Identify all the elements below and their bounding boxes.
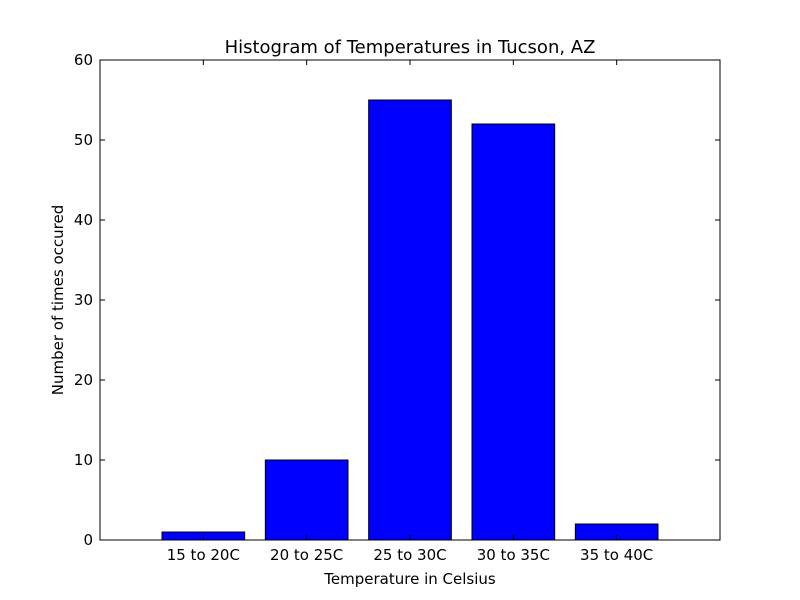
y-tick-label-30: 30	[74, 291, 93, 309]
x-tick-label-1: 15 to 20C	[167, 546, 240, 564]
ticks-group: 15 to 20C 20 to 25C 25 to 30C 30 to 35C 35 t…	[74, 51, 720, 564]
plot-frame	[99, 59, 721, 541]
x-tick-label-4: 30 to 35C	[477, 546, 550, 564]
y-tick-label-50: 50	[74, 131, 93, 149]
y-tick-label-20: 20	[74, 371, 93, 389]
y-tick-label-0: 0	[83, 531, 93, 549]
bar-2	[264, 459, 349, 541]
y-tick-label-60: 60	[74, 51, 93, 69]
bars-group	[161, 99, 659, 541]
bar-3	[368, 99, 452, 541]
y-tick-label-40: 40	[74, 211, 93, 229]
x-tick-label-5: 35 to 40C	[580, 546, 653, 564]
chart-title: Histogram of Temperatures in Tucson, AZ	[225, 37, 596, 58]
y-axis-label: Number of times occured	[49, 205, 67, 396]
x-tick-label-2: 20 to 25C	[270, 546, 343, 564]
x-tick-label-3: 25 to 30C	[373, 546, 446, 564]
bar-4	[471, 123, 556, 541]
x-axis-label: Temperature in Celsius	[323, 570, 496, 588]
y-tick-label-10: 10	[74, 451, 93, 469]
